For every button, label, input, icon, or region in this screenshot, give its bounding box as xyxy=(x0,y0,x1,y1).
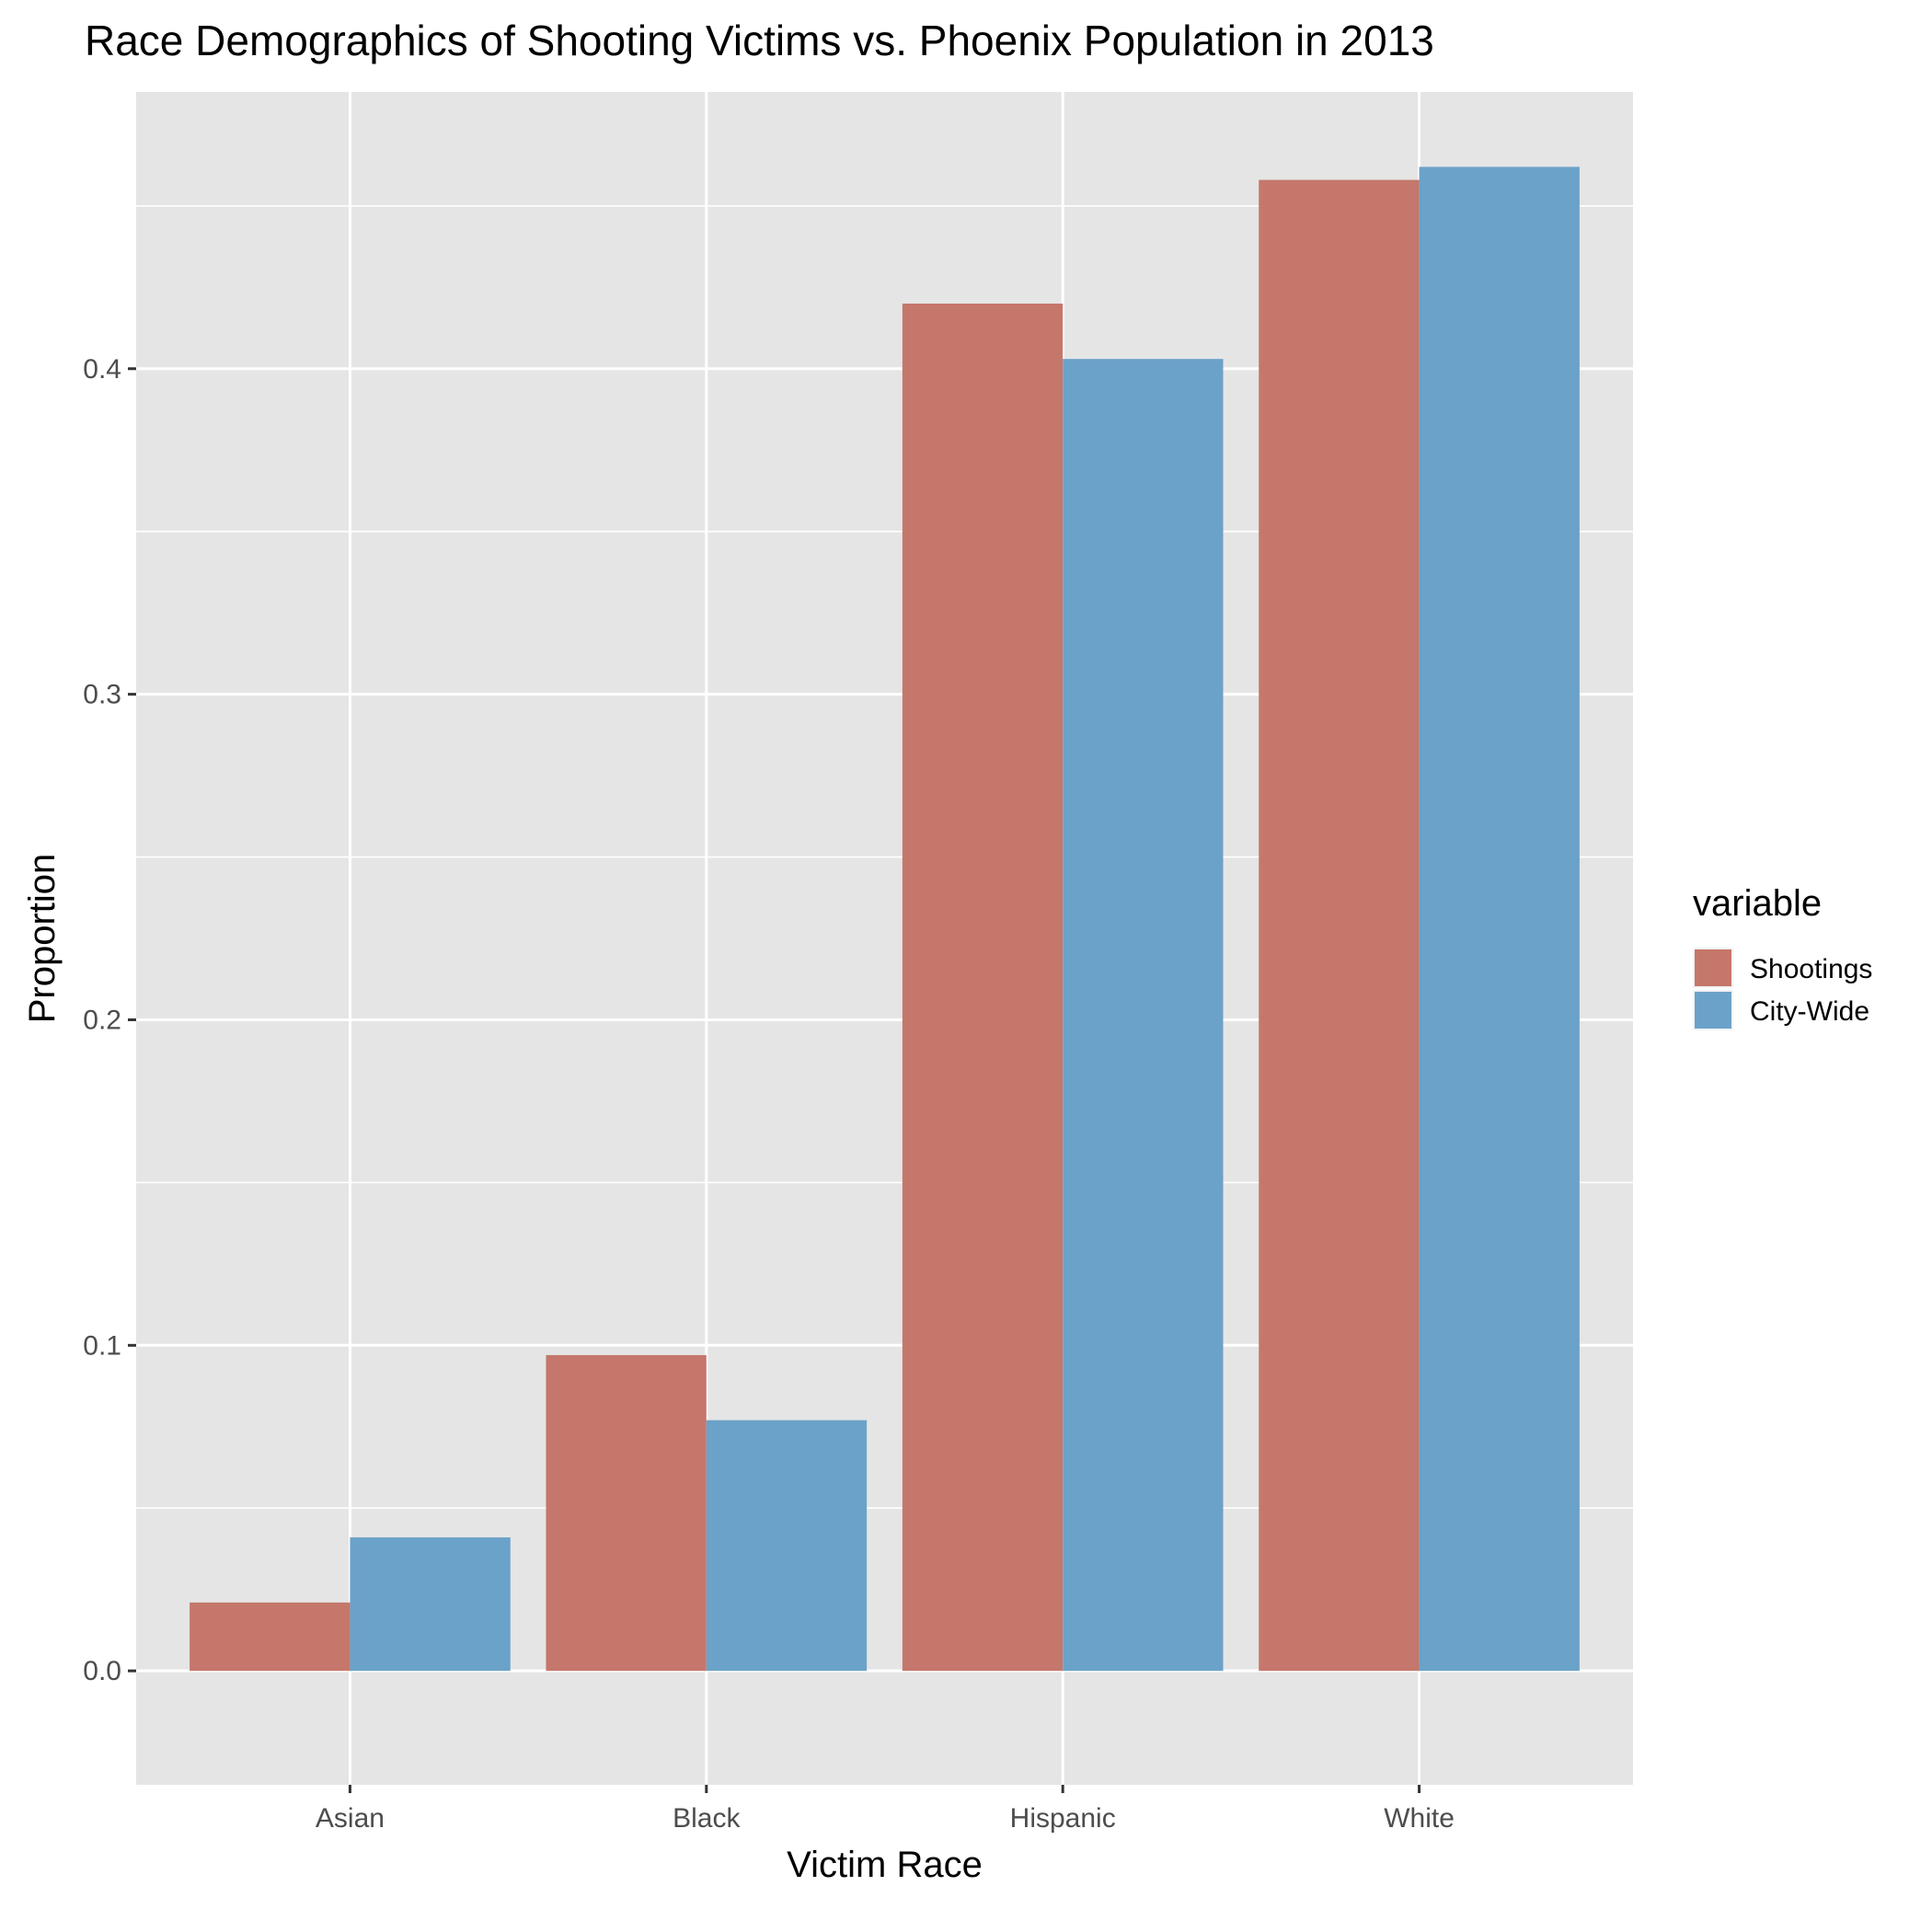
x-tick-label: Hispanic xyxy=(1010,1803,1116,1834)
bar-city-wide-asian xyxy=(350,1537,511,1672)
bars xyxy=(190,167,1580,1672)
legend-key-shootings xyxy=(1695,949,1731,986)
bar-shootings-white xyxy=(1259,179,1420,1672)
bar-city-wide-black xyxy=(706,1420,868,1672)
legend-label: Shootings xyxy=(1750,954,1872,984)
x-axis: Asian Black Hispanic White xyxy=(316,1785,1455,1834)
legend-key-city-wide xyxy=(1695,992,1731,1029)
bar-shootings-asian xyxy=(190,1602,351,1672)
bar-shootings-black xyxy=(546,1354,707,1672)
chart-title: Race Demographics of Shooting Victims vs… xyxy=(85,17,1434,64)
legend: variable Shootings City-Wide xyxy=(1693,883,1872,1030)
bar-city-wide-hispanic xyxy=(1063,359,1224,1672)
x-tick-label: White xyxy=(1384,1803,1455,1834)
y-axis: 0.0 0.1 0.2 0.3 0.4 xyxy=(83,354,136,1686)
y-tick-label: 0.4 xyxy=(83,354,121,385)
y-tick-label: 0.1 xyxy=(83,1330,121,1361)
x-tick-label: Black xyxy=(673,1803,741,1834)
y-tick-label: 0.2 xyxy=(83,1005,121,1035)
bar-shootings-hispanic xyxy=(902,304,1064,1672)
legend-label: City-Wide xyxy=(1750,996,1869,1027)
y-tick-label: 0.0 xyxy=(83,1656,121,1686)
legend-title: variable xyxy=(1693,883,1822,924)
x-tick-label: Asian xyxy=(316,1803,385,1834)
x-axis-title: Victim Race xyxy=(787,1845,983,1885)
bar-city-wide-white xyxy=(1419,167,1580,1672)
y-axis-title: Proportion xyxy=(22,854,63,1024)
y-tick-label: 0.3 xyxy=(83,680,121,710)
